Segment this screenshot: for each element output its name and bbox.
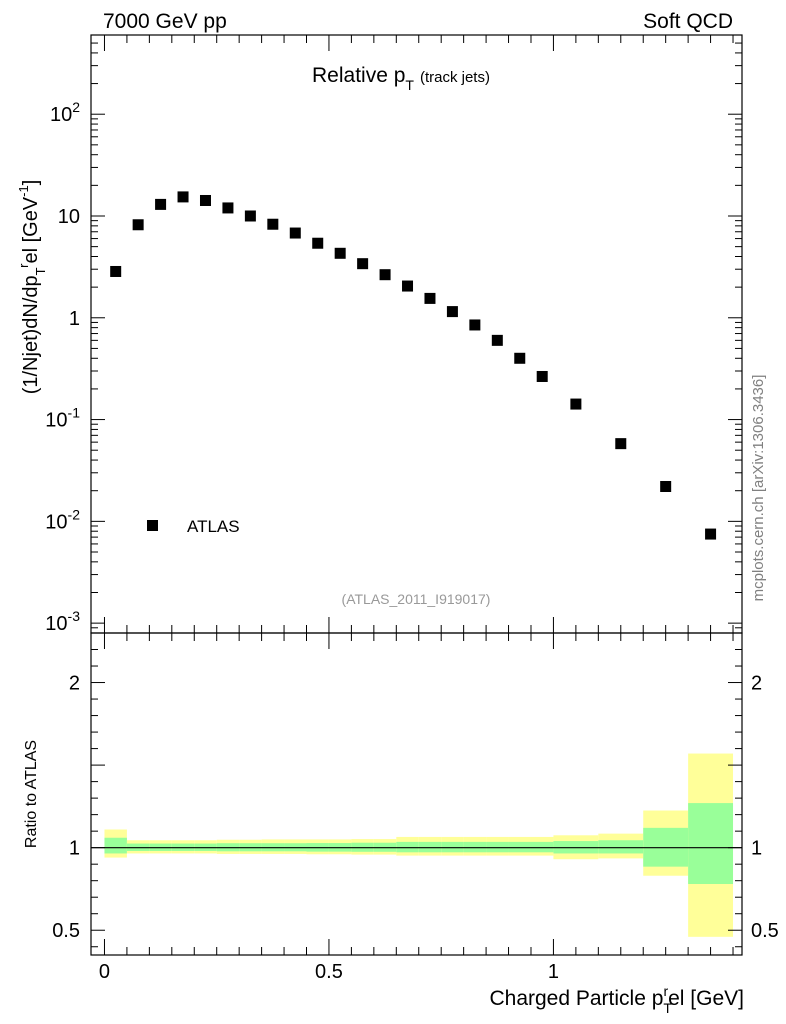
ratio-band-inner xyxy=(104,837,127,854)
ratio-x-axis: 0 0.5 1 xyxy=(99,633,734,983)
data-point xyxy=(110,265,122,277)
ratio-y-tick-label: 1 xyxy=(69,838,80,860)
header-category-label: Soft QCD xyxy=(643,10,733,33)
data-point xyxy=(334,247,346,259)
data-point xyxy=(536,370,548,382)
ratio-y-tick-label: 2 xyxy=(69,673,80,695)
legend: ATLAS xyxy=(147,517,240,536)
x-tick-label: 0 xyxy=(99,961,110,983)
ratio-band-inner xyxy=(598,840,644,854)
main-y-tick-label: 10-1 xyxy=(45,405,80,432)
x-axis-title: Charged Particle pTrel [GeV] xyxy=(489,983,744,1016)
main-y-tick-label: 10 xyxy=(58,206,80,228)
ratio-y-tick-label-right: 1 xyxy=(751,838,762,860)
ratio-band-inner xyxy=(688,803,734,884)
data-point xyxy=(379,269,391,281)
ratio-y-tick-label: 0.5 xyxy=(52,920,80,942)
main-panel: 10-3 10-2 10-1 1 10 102 Relative pT (track jet… xyxy=(16,34,743,635)
data-point xyxy=(289,227,301,239)
data-point xyxy=(491,334,503,346)
data-point xyxy=(312,237,324,249)
data-point xyxy=(469,319,481,331)
ratio-uncertainty-bands xyxy=(104,753,734,937)
ratio-panel: 0.5 0.51 12 2 0 0.5 1 Ratio to ATLAS Charged … xyxy=(23,632,779,1016)
data-point xyxy=(244,210,256,222)
main-plot-frame xyxy=(90,34,743,634)
main-x-axis-ticks xyxy=(103,35,734,633)
data-point xyxy=(155,198,167,210)
data-point xyxy=(357,258,369,270)
data-point xyxy=(446,306,458,318)
plot-title-main: Relative p xyxy=(312,64,405,87)
main-y-axis: 10-3 10-2 10-1 1 10 102 xyxy=(45,34,742,635)
data-point xyxy=(615,438,627,450)
data-point xyxy=(402,280,414,292)
data-point xyxy=(570,398,582,410)
data-point xyxy=(267,218,279,230)
watermark: mcplots.cern.ch [arXiv:1306.3436] xyxy=(750,375,767,602)
data-point xyxy=(222,202,234,214)
plot-title-subscript: T xyxy=(405,77,414,93)
data-point xyxy=(177,191,189,203)
main-y-tick-label: 102 xyxy=(50,99,80,126)
ratio-y-axis-title: Ratio to ATLAS xyxy=(23,740,40,848)
ratio-plot-frame xyxy=(90,632,743,956)
data-point xyxy=(199,194,211,206)
x-tick-label: 0.5 xyxy=(315,961,343,983)
ratio-y-tick-label-right: 2 xyxy=(751,673,762,695)
ratio-y-tick-label-right: 0.5 xyxy=(751,920,779,942)
data-point xyxy=(514,352,526,364)
main-y-tick-label: 10-3 xyxy=(45,608,80,635)
main-y-tick-label: 10-2 xyxy=(45,506,80,533)
main-y-axis-title: (1/Njet)dN/dpTrel [GeV-1] xyxy=(16,180,48,395)
main-y-tick-label: 1 xyxy=(69,308,80,330)
ratio-y-axis: 0.5 0.5 1 1 2 2 xyxy=(52,632,779,948)
data-point xyxy=(705,528,717,540)
plot-title: Relative pT (track jets) xyxy=(312,64,490,93)
data-point xyxy=(132,219,144,231)
header-energy-label: 7000 GeV pp xyxy=(103,10,227,33)
data-series-atlas xyxy=(110,191,717,540)
legend-label-atlas: ATLAS xyxy=(187,517,240,536)
legend-marker-atlas xyxy=(147,520,158,531)
analysis-tag: (ATLAS_2011_I919017) xyxy=(342,591,491,607)
x-tick-label: 1 xyxy=(548,961,559,983)
plot-title-note: (track jets) xyxy=(420,69,490,86)
data-point xyxy=(424,292,436,304)
data-point xyxy=(660,480,672,492)
